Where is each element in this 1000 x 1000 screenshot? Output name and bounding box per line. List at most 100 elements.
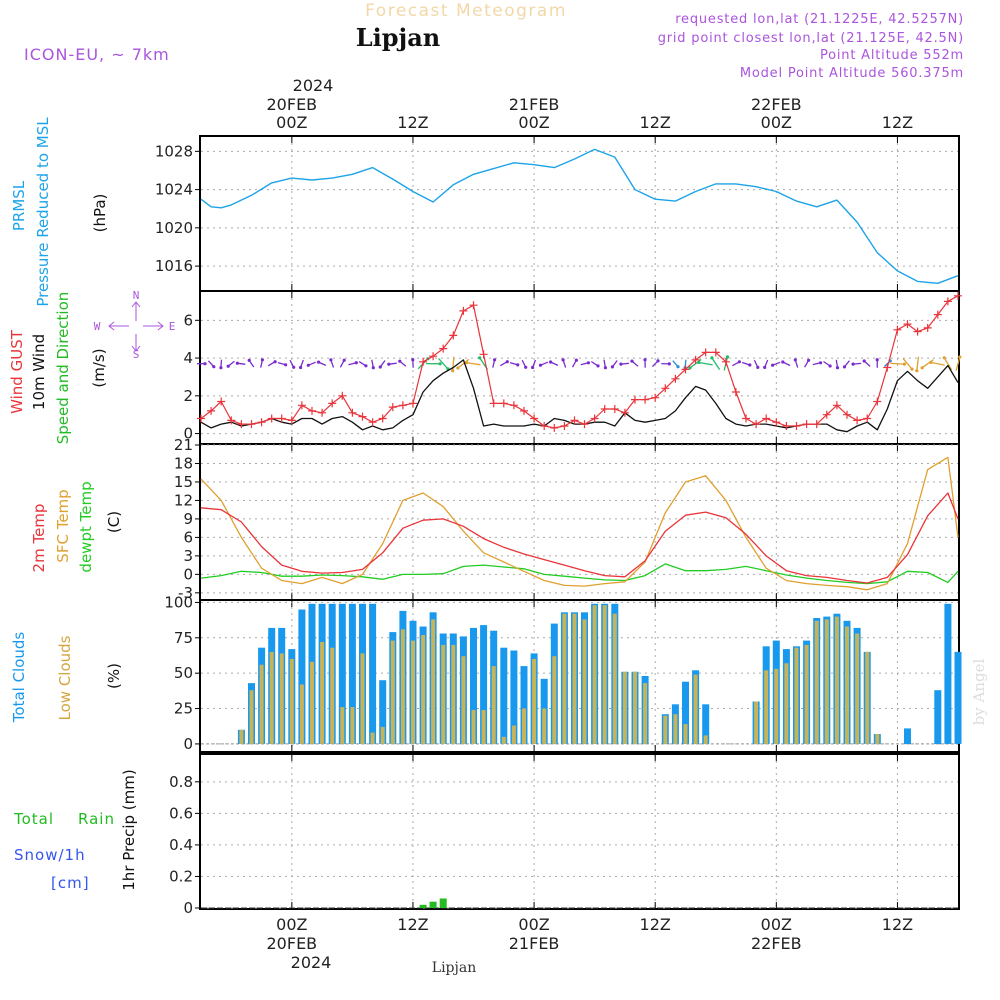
y-tick-layer: 10161020102410280246-3036912151821025507… [155, 142, 193, 917]
wind-direction-arrowhead [725, 355, 730, 359]
wind-gust-marker [923, 323, 932, 332]
bottom-time-label: 00Z [518, 915, 549, 934]
wind-gust-marker [802, 420, 811, 429]
wind-direction-arrowhead [226, 364, 230, 368]
low-cloud-bar [663, 715, 668, 744]
wind-gust-marker [459, 306, 468, 315]
temperature-series-dewpt-temp [200, 563, 959, 585]
wind-direction-arrowhead [929, 360, 933, 364]
wind-direction-arrowhead [697, 360, 701, 365]
low-cloud-bar [673, 714, 678, 744]
low-cloud-bar [875, 734, 880, 744]
pressure-y-tick-label: 1020 [155, 219, 193, 237]
low-cloud-bar [259, 664, 264, 744]
wind-direction-arrowhead [342, 358, 346, 362]
wind-direction-arrowhead [516, 363, 520, 367]
bottom-time-label: 12Z [882, 915, 913, 934]
wind-direction-arrowhead [793, 358, 797, 362]
temperature-y-tick-label: 6 [183, 528, 193, 546]
low-cloud-bar [320, 642, 325, 744]
compass-w: W [94, 320, 101, 333]
wind-gust-marker [933, 310, 942, 319]
low-cloud-bar [370, 732, 375, 744]
wind-gust-marker [681, 365, 690, 374]
wind-gust-marker [348, 408, 357, 417]
wind-gust-marker [913, 327, 922, 336]
wind-gust-marker [419, 357, 428, 366]
low-cloud-bar [784, 663, 789, 744]
wind-gust-marker [550, 423, 559, 432]
info-requested-location: requested lon,lat (21.1225E, 42.5257N) [675, 12, 964, 27]
wind-direction-arrowhead [781, 360, 785, 364]
wind-direction-arrowhead [387, 362, 391, 366]
wind-direction-arrowhead [456, 366, 460, 370]
wind-direction-arrowhead [465, 361, 469, 365]
grid-layer [195, 137, 958, 909]
wind-y-tick-label: 4 [183, 349, 193, 367]
low-cloud-bar [764, 670, 769, 744]
wind-direction-arrowhead [842, 365, 847, 369]
low-cloud-bar [279, 653, 284, 744]
low-cloud-bar [330, 647, 335, 744]
low-cloud-bar [754, 701, 759, 744]
compass-arrows [108, 301, 164, 352]
low-cloud-bar [471, 710, 476, 744]
wind-direction-arrowhead [284, 363, 288, 367]
wind-gust-marker [822, 410, 831, 419]
low-cloud-bar [522, 708, 526, 744]
wind-gust-marker [540, 422, 549, 430]
low-cloud-bar [299, 684, 304, 744]
bottom-date-label: 21FEB [509, 934, 560, 953]
wind-gust-marker [620, 408, 629, 417]
wind-gust-marker [388, 403, 397, 412]
wind-series-10m-wind [200, 359, 959, 433]
precip-total-label: Total [13, 810, 54, 828]
top-time-label: 12Z [640, 113, 671, 132]
total-cloud-bar [520, 666, 528, 744]
top-time-label: 00Z [276, 113, 307, 132]
wind-gust-marker [489, 399, 498, 408]
clouds-y-tick-label: 25 [174, 700, 193, 718]
top-time-label: 12Z [882, 113, 913, 132]
wind-direction-arrowhead [561, 358, 565, 362]
total-cloud-bar [500, 647, 508, 744]
wind-direction-arrowhead [807, 358, 811, 362]
low-cloud-bar [491, 666, 496, 744]
low-cloud-bar [269, 651, 274, 744]
wind-direction-arrowhead [273, 360, 277, 364]
wind-10m-label: 10m Wind [30, 334, 48, 410]
bottom-time-label: 12Z [397, 915, 428, 934]
wind-direction-arrowhead [493, 358, 497, 362]
wind-gust-marker [398, 401, 407, 410]
low-cloud-bar [845, 626, 849, 744]
low-cloud-bar [451, 644, 456, 744]
low-cloud-bar [340, 707, 345, 744]
wind-gust-marker [287, 416, 296, 425]
pressure-label-msl: Pressure Reduced to MSL [34, 117, 52, 307]
pressure-panel-frame [199, 135, 960, 292]
low-cloud-bar [582, 619, 587, 744]
wind-direction-arrowhead [875, 358, 879, 362]
low-cloud-bar [552, 656, 557, 744]
wind-direction-arrowhead [329, 358, 333, 362]
wind-direction-arrow [943, 357, 953, 371]
precip-snow-label: Snow/1h [14, 846, 86, 864]
wind-gust-marker [499, 399, 508, 408]
wind-gust-marker [479, 350, 488, 359]
compass-rose: N S W E [94, 289, 176, 361]
total-cloud-bar [379, 680, 387, 744]
wind-gust-marker [318, 408, 327, 417]
bottom-time-label: 00Z [276, 915, 307, 934]
wind-direction-arrowhead [596, 364, 600, 368]
temperature-y-tick-label: 15 [174, 473, 193, 491]
precip-rain-bar [439, 898, 447, 908]
pressure-y-tick-label: 1028 [155, 142, 193, 160]
wind-direction-arrowhead [247, 358, 251, 362]
wind-direction-arrowhead [676, 365, 680, 369]
wind-gust-marker [691, 355, 700, 364]
wind-direction-arrowhead [748, 363, 752, 367]
low-cloud-bar [239, 729, 244, 744]
temp-sfc-label: SFC Temp [54, 489, 72, 562]
wind-direction-arrowhead [531, 365, 535, 370]
wind-direction-arrowhead [710, 356, 714, 360]
